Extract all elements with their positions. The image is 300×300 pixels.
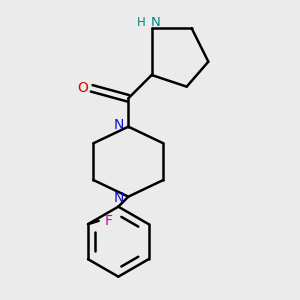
Text: H: H xyxy=(137,16,146,29)
Text: N: N xyxy=(114,118,124,132)
Text: O: O xyxy=(77,81,88,95)
Text: N: N xyxy=(151,16,161,29)
Text: F: F xyxy=(105,214,113,228)
Text: N: N xyxy=(114,191,124,205)
